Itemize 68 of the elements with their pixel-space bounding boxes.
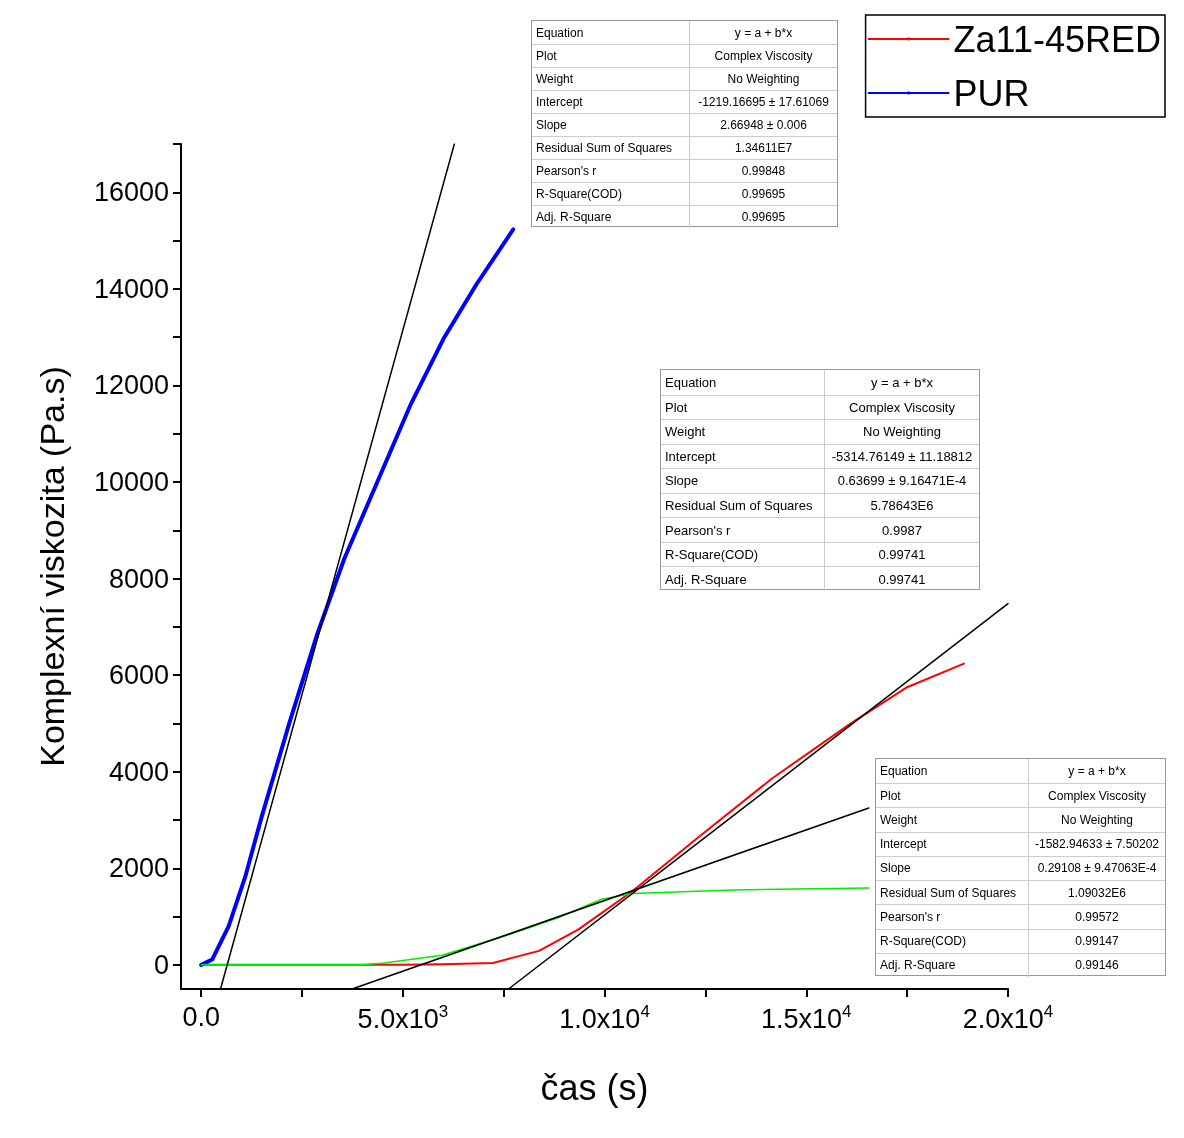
annotation: 0.99695 — [740, 210, 787, 224]
annotation: No Weighting — [862, 424, 942, 440]
annotation: Plot — [661, 395, 825, 420]
text: Slope — [536, 118, 567, 132]
annotation: Slope — [661, 469, 825, 493]
y-tick-label: 12000 — [93, 370, 169, 401]
text: No Weighting — [1061, 813, 1133, 828]
y-tick-label: 6000 — [108, 660, 169, 691]
text: y = a + b*x — [1068, 764, 1126, 779]
y-tick-label: 14000 — [93, 273, 169, 304]
y-tick-label: 0 — [153, 949, 169, 980]
legend-label: PUR — [953, 72, 1030, 114]
annotation: 0.9987 — [881, 522, 923, 538]
text: -1582.94633 ± 7.50202 — [1034, 837, 1160, 852]
text: y = a + b*x — [734, 25, 793, 40]
x-tick-label: 0.0 — [182, 1001, 220, 1032]
annotation: Intercept — [876, 832, 1029, 856]
y-tick-label: 16000 — [93, 177, 169, 208]
annotation: Complex Viscosity — [848, 399, 956, 415]
annotation: Weight — [661, 420, 825, 444]
annotation: Slope — [876, 856, 1029, 881]
annotation: -5314.76149 ± 11.18812 — [830, 448, 974, 464]
annotation: R-Square(COD) — [532, 183, 690, 205]
annotation: 0.99695 — [740, 187, 787, 201]
y-axis-title: Komplexní viskozita (Pa.s) — [33, 366, 71, 767]
x-axis-title: čas (s) — [540, 1066, 649, 1108]
text: -1219.16695 ± 17.61069 — [698, 95, 829, 109]
annotation: Adj. R-Square — [532, 206, 690, 228]
annotation: Pearson's r — [532, 160, 690, 182]
text: 0.99572 — [1075, 909, 1119, 924]
annotation: Plot — [876, 784, 1029, 808]
annotation: 0.99741 — [877, 547, 927, 563]
annotation: Pearson's r — [661, 518, 825, 542]
annotation: Residual Sum of Squares — [876, 881, 1029, 905]
text: Complex Viscosity — [714, 49, 813, 63]
annotation: Weight — [876, 808, 1029, 832]
annotation: 0.99741 — [877, 571, 927, 587]
y-tick-label: 8000 — [108, 563, 169, 594]
text: Intercept — [536, 95, 583, 109]
text: 0.99146 — [1075, 958, 1119, 973]
y-tick-label: 2000 — [108, 853, 169, 884]
annotation: 5.78643E6 — [869, 498, 935, 513]
text: Weight — [536, 72, 574, 86]
text: Equation — [536, 25, 584, 40]
text: Plot — [536, 49, 557, 63]
text: 2.66948 ± 0.006 — [720, 118, 807, 132]
annotation: Intercept — [661, 444, 825, 469]
annotation: 0.99848 — [740, 164, 787, 178]
annotation: y = a + b*x — [869, 374, 935, 390]
annotation: R-Square(COD) — [661, 542, 825, 567]
y-tick-label: 10000 — [93, 467, 169, 497]
text: No Weighting — [727, 72, 800, 86]
annotation: Residual Sum of Squares — [661, 493, 825, 518]
annotation: Adj. R-Square — [661, 567, 825, 591]
annotation: Adj. R-Square — [876, 953, 1029, 977]
annotation: Equation — [661, 370, 825, 395]
annotation: 0.63699 ± 9.16471E-4 — [836, 473, 968, 489]
text: 0.99147 — [1075, 934, 1119, 949]
legend-label: Za11-45RED — [953, 18, 1161, 60]
text: 1.09032E6 — [1067, 885, 1127, 900]
annotation: R-Square(COD) — [876, 929, 1029, 953]
annotation: 1.34611E7 — [733, 141, 794, 155]
annotation: Pearson's r — [876, 905, 1029, 929]
text: 0.29108 ± 9.47063E-4 — [1037, 861, 1157, 876]
text: Complex Viscosity — [1048, 788, 1146, 803]
annotation: Residual Sum of Squares — [532, 137, 690, 159]
y-tick-label: 4000 — [108, 756, 169, 787]
annotation: Equation — [876, 759, 1029, 784]
